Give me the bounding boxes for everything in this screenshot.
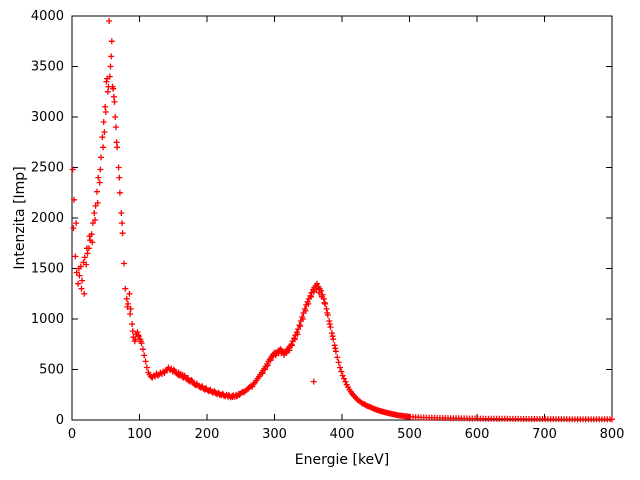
y-tick-label: 2000 [31,211,64,226]
y-ticks: 0 500 1000 1500 2000 2500 3000 3500 4000 [31,9,612,428]
x-tick-label: 300 [262,427,287,442]
x-tick-label: 600 [465,427,490,442]
y-tick-label: 3000 [31,110,64,125]
y-tick-label: 0 [56,413,64,428]
x-tick-label: 700 [532,427,557,442]
y-tick-label: 3500 [31,60,64,75]
y-tick-label: 1500 [31,262,64,277]
plot-border [71,15,613,421]
data-points [69,18,615,423]
x-tick-label: 500 [397,427,422,442]
x-ticks: 0 100 200 300 400 500 600 700 800 [68,16,625,442]
y-tick-label: 500 [39,363,64,378]
x-tick-label: 100 [127,427,152,442]
x-tick-label: 400 [330,427,355,442]
x-tick-label: 0 [68,427,76,442]
x-axis-title: Energie [keV] [294,452,390,468]
x-tick-label: 800 [600,427,625,442]
y-tick-label: 1000 [31,312,64,327]
x-tick-label: 200 [195,427,220,442]
y-tick-label: 4000 [31,9,64,24]
y-tick-label: 2500 [31,161,64,176]
y-axis-title: Intenzita [Imp] [12,166,28,270]
